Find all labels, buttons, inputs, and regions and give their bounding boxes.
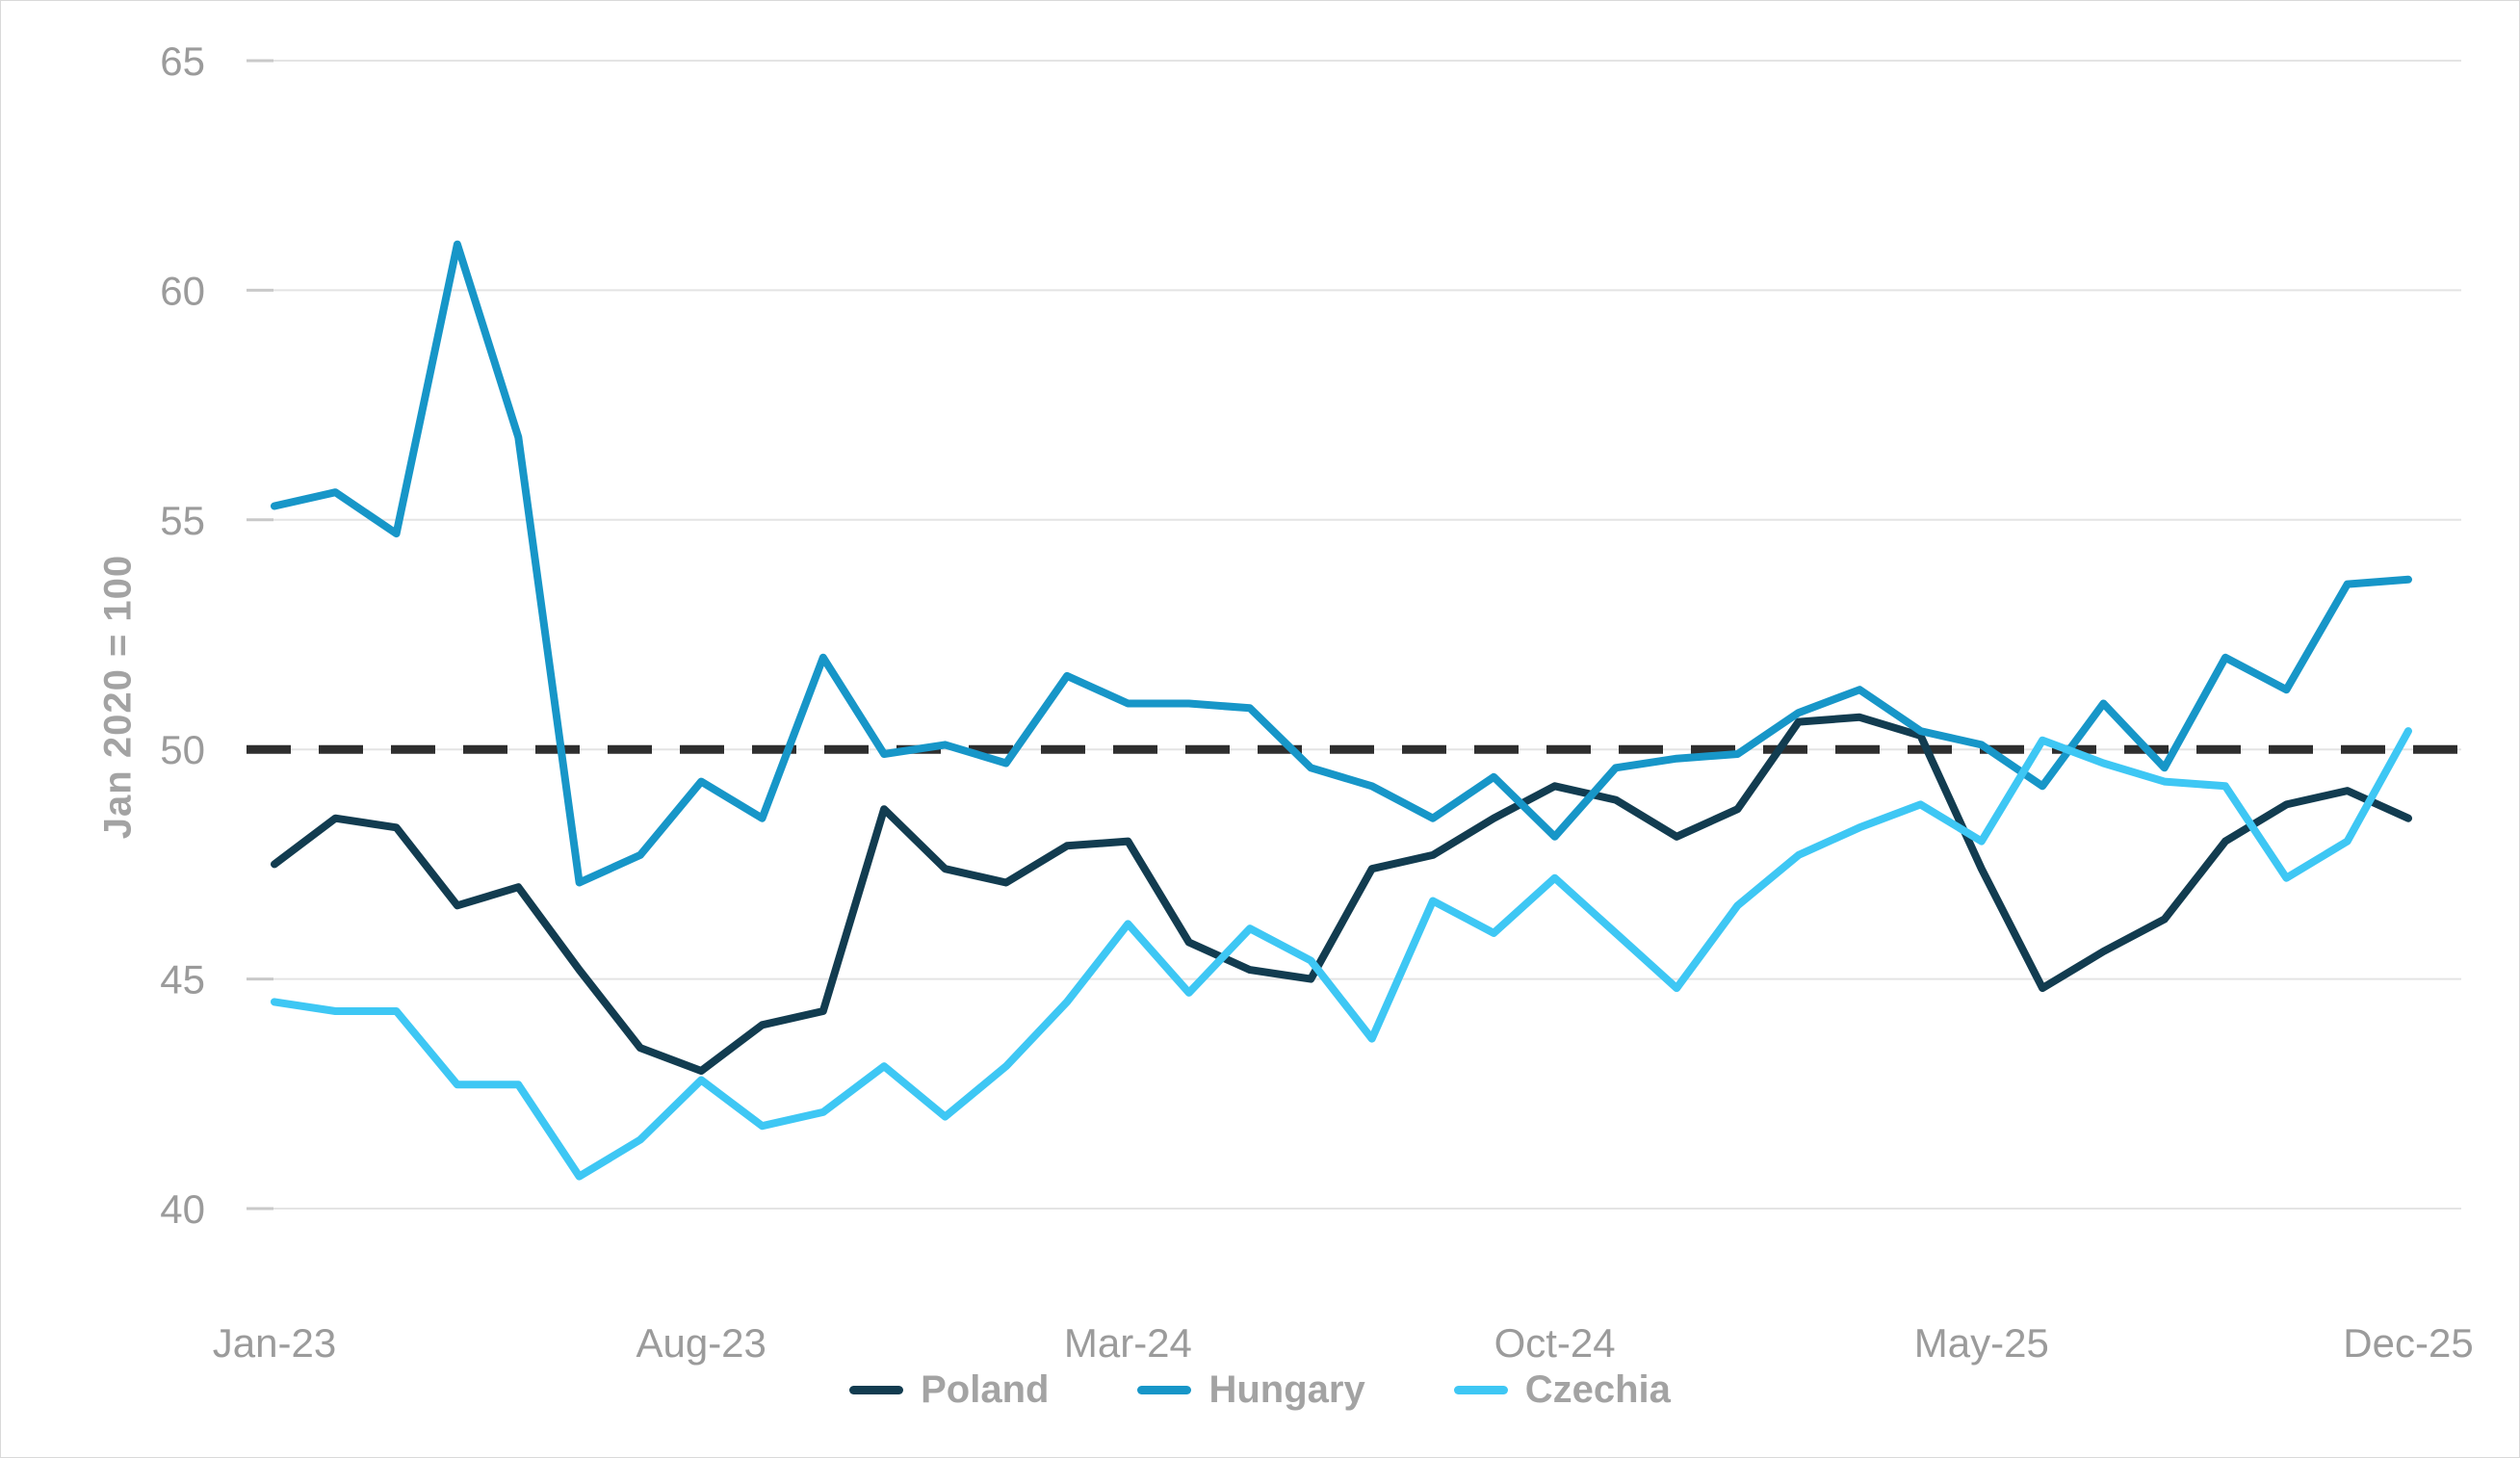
- poland-line-swatch: [849, 1386, 904, 1394]
- series-line-czechia: [271, 727, 2412, 1181]
- hungary-line-swatch: [1137, 1386, 1192, 1394]
- legend-label-poland: Poland: [921, 1368, 1050, 1411]
- legend-item-czechia: Czechia: [1453, 1368, 1671, 1412]
- legend-item-poland: Poland: [849, 1368, 1049, 1412]
- x-tick-label-Jan-23: Jan-23: [213, 1320, 336, 1366]
- chart-legend: Poland Hungary Czechia: [1, 1368, 2519, 1412]
- series-line-poland: [271, 713, 2412, 1075]
- y-tick-label-60: 60: [160, 268, 205, 313]
- legend-label-hungary: Hungary: [1208, 1368, 1365, 1411]
- y-tick-label-65: 65: [160, 39, 205, 84]
- series-line-hungary: [271, 240, 2412, 887]
- y-tick-label-55: 55: [160, 498, 205, 543]
- y-axis-title: Jan 2020 = 100: [96, 554, 140, 840]
- y-tick-label-50: 50: [160, 727, 205, 772]
- y-axis-tick-labels: 65 60 55 50 45 40: [160, 39, 205, 1232]
- x-tick-label-Dec-25: Dec-25: [2343, 1320, 2473, 1366]
- x-tick-label-May-25: May-25: [1914, 1320, 2049, 1366]
- x-tick-label-Mar-24: Mar-24: [1064, 1320, 1192, 1366]
- x-tick-label-Aug-23: Aug-23: [636, 1320, 766, 1366]
- legend-item-hungary: Hungary: [1137, 1368, 1365, 1412]
- czechia-line-swatch: [1453, 1386, 1508, 1394]
- legend-label-czechia: Czechia: [1524, 1368, 1671, 1411]
- y-tick-label-45: 45: [160, 957, 205, 1002]
- x-tick-label-Oct-24: Oct-24: [1494, 1320, 1616, 1366]
- y-tick-label-40: 40: [160, 1186, 205, 1232]
- gridlines: [247, 59, 2461, 1211]
- x-axis-tick-labels: Jan-23 Aug-23 Mar-24 Oct-24 May-25 Dec-25: [213, 1320, 2474, 1366]
